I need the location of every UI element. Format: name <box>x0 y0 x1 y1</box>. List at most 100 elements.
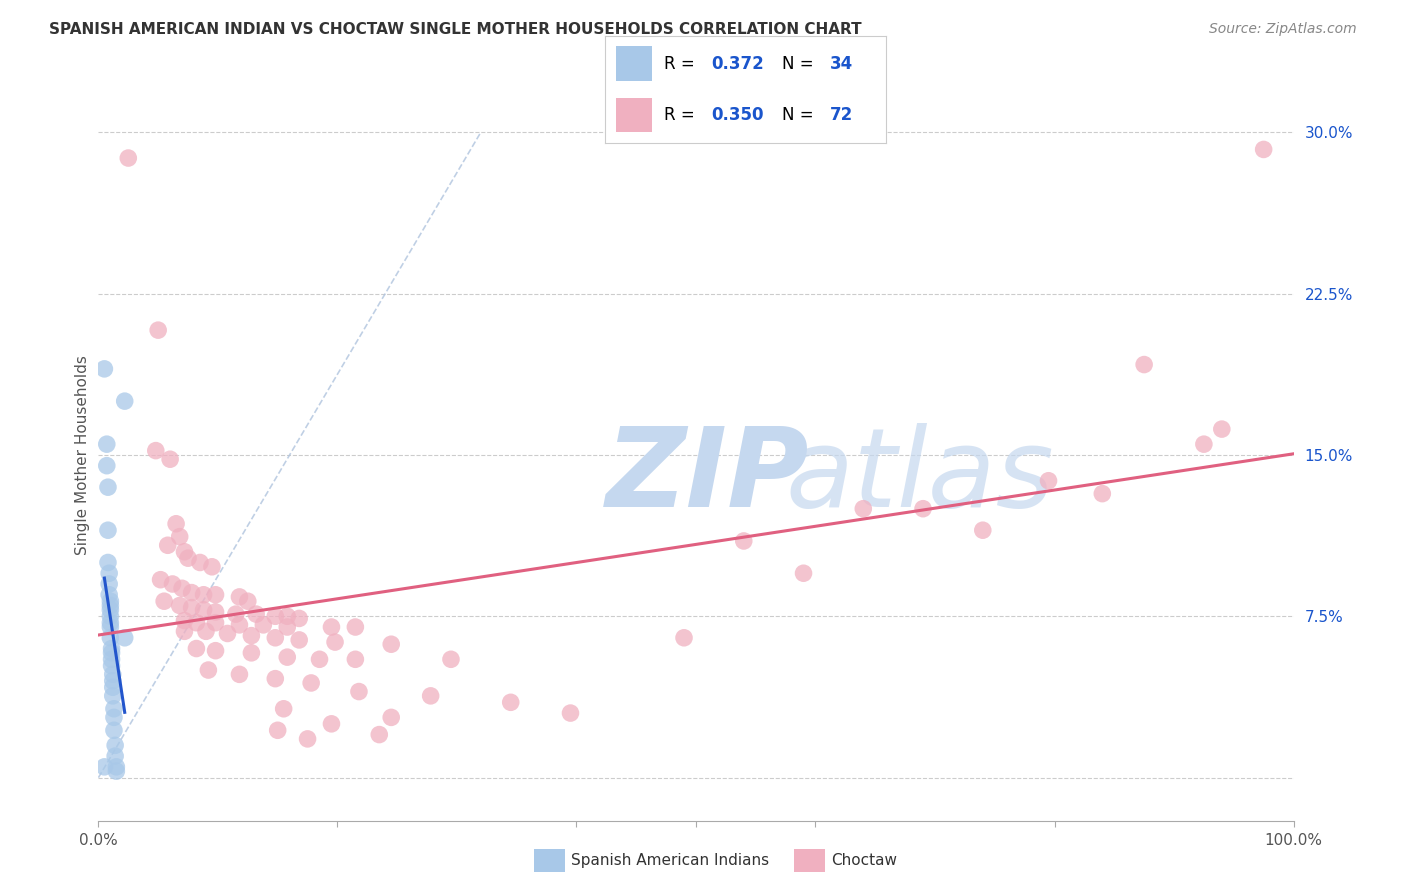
Point <box>104 749 127 764</box>
Point <box>145 443 167 458</box>
Text: R =: R = <box>664 54 700 72</box>
Point <box>186 615 208 630</box>
Point <box>228 590 250 604</box>
Text: Spanish American Indians: Spanish American Indians <box>571 854 769 868</box>
Point <box>104 739 127 753</box>
Point <box>273 702 295 716</box>
Point <box>197 663 219 677</box>
Point <box>165 516 187 531</box>
Point <box>228 667 250 681</box>
Point <box>156 538 179 552</box>
Point <box>100 646 122 660</box>
Point <box>188 556 211 570</box>
Point <box>228 618 250 632</box>
Text: SPANISH AMERICAN INDIAN VS CHOCTAW SINGLE MOTHER HOUSEHOLDS CORRELATION CHART: SPANISH AMERICAN INDIAN VS CHOCTAW SINGL… <box>49 22 862 37</box>
Point <box>97 523 120 537</box>
Point <box>169 530 191 544</box>
Point <box>97 556 120 570</box>
Point <box>347 684 370 698</box>
Point <box>186 641 208 656</box>
Point <box>98 620 122 634</box>
Point <box>180 585 202 599</box>
Point <box>177 551 200 566</box>
Point <box>173 624 195 639</box>
Point <box>321 716 343 731</box>
Text: N =: N = <box>782 54 818 72</box>
Point <box>201 559 224 574</box>
Point <box>103 702 125 716</box>
Point <box>148 323 170 337</box>
Point <box>173 614 195 628</box>
Point <box>321 620 343 634</box>
Text: ZIP: ZIP <box>606 424 810 531</box>
Text: N =: N = <box>782 106 818 124</box>
Point <box>114 394 136 409</box>
Point <box>103 723 125 738</box>
Point <box>499 695 522 709</box>
Point <box>96 458 118 473</box>
Point <box>96 437 118 451</box>
Point <box>93 362 115 376</box>
Point <box>101 689 124 703</box>
Text: 0.372: 0.372 <box>711 54 765 72</box>
Point <box>114 631 136 645</box>
Point <box>98 599 122 613</box>
Point <box>204 643 226 657</box>
Text: atlas: atlas <box>786 424 1054 531</box>
Bar <box>616 46 652 80</box>
Point <box>852 501 875 516</box>
Point <box>1253 143 1275 157</box>
Point <box>276 609 298 624</box>
Point <box>149 573 172 587</box>
Point <box>162 577 184 591</box>
Point <box>288 611 311 625</box>
Point <box>267 723 290 738</box>
Point <box>180 600 202 615</box>
Point <box>440 652 463 666</box>
Point <box>245 607 267 621</box>
Point <box>368 728 391 742</box>
Point <box>419 689 441 703</box>
Point <box>733 533 755 548</box>
Point <box>276 620 298 634</box>
Point <box>1038 474 1060 488</box>
Text: Source: ZipAtlas.com: Source: ZipAtlas.com <box>1209 22 1357 37</box>
Point <box>380 710 402 724</box>
Point <box>217 626 239 640</box>
Point <box>204 615 226 630</box>
Point <box>252 618 274 632</box>
Point <box>101 667 124 681</box>
Point <box>105 764 128 779</box>
Point <box>264 609 287 624</box>
Text: R =: R = <box>664 106 700 124</box>
Point <box>193 588 215 602</box>
Text: 34: 34 <box>830 54 853 72</box>
Text: Choctaw: Choctaw <box>831 854 897 868</box>
Point <box>98 588 121 602</box>
Point <box>101 673 124 688</box>
Point <box>169 599 191 613</box>
Point <box>323 635 346 649</box>
Y-axis label: Single Mother Households: Single Mother Households <box>75 355 90 555</box>
Point <box>93 760 115 774</box>
Point <box>793 566 815 581</box>
Point <box>344 620 367 634</box>
Point <box>380 637 402 651</box>
Point <box>100 652 122 666</box>
Point <box>344 652 367 666</box>
Point <box>153 594 176 608</box>
Point <box>240 646 263 660</box>
Bar <box>616 98 652 132</box>
Point <box>288 632 311 647</box>
Point <box>264 631 287 645</box>
Point <box>1091 486 1114 500</box>
Point <box>98 566 121 581</box>
Point <box>1133 358 1156 372</box>
Point <box>195 624 218 639</box>
Point <box>100 658 122 673</box>
Point <box>98 603 122 617</box>
Point <box>98 609 122 624</box>
Point <box>1211 422 1233 436</box>
Point <box>204 605 226 619</box>
Point <box>159 452 181 467</box>
